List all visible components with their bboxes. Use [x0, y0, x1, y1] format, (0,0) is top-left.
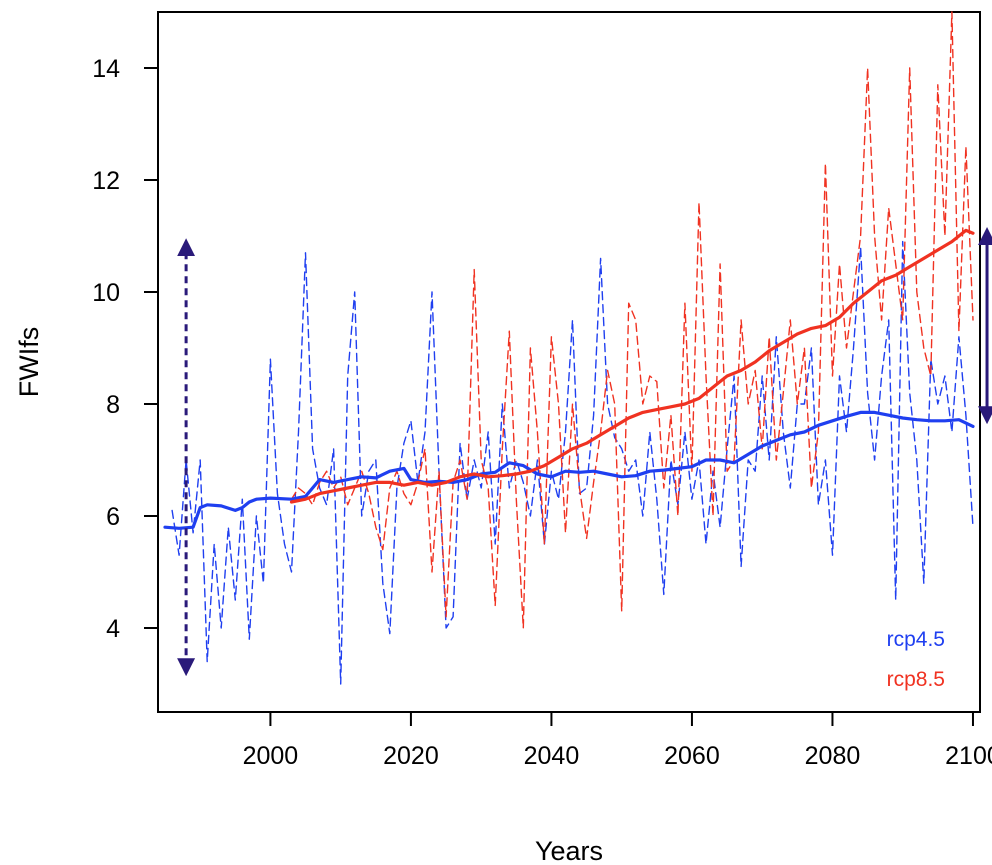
annotation-layer — [177, 227, 992, 677]
y-tick-label: 4 — [106, 615, 120, 643]
legend-label-rcp45: rcp4.5 — [887, 628, 945, 651]
series-line-rcp45-annual — [171, 240, 974, 685]
y-axis: 4 6 8 10 12 14 — [92, 55, 158, 643]
x-axis-title: Years — [535, 836, 603, 865]
series-line-rcp85-smoothed — [289, 228, 975, 504]
y-tick-label: 10 — [92, 279, 120, 307]
plot-area — [157, 11, 981, 713]
series-line-rcp45-smoothed — [163, 410, 975, 530]
legend: rcp4.5 rcp8.5 — [887, 628, 945, 691]
plot-frame — [157, 11, 981, 713]
series-line-rcp85-annual — [290, 11, 974, 629]
x-tick-label: 2000 — [243, 742, 299, 770]
x-tick-label: 2040 — [524, 742, 580, 770]
y-tick-label: 8 — [106, 391, 120, 419]
x-tick-label: 2080 — [805, 742, 861, 770]
y-tick-label: 14 — [92, 55, 120, 83]
y-tick-label: 12 — [92, 167, 120, 195]
legend-label-rcp85: rcp8.5 — [887, 668, 945, 691]
x-tick-label: 2100 — [945, 742, 992, 770]
series-layer — [163, 11, 975, 685]
y-axis-title: FWIfs — [14, 327, 44, 397]
x-tick-label: 2020 — [383, 742, 439, 770]
y-tick-label: 6 — [106, 503, 120, 531]
x-axis: 2000 2020 2040 2060 2080 2100 — [243, 712, 992, 770]
x-tick-label: 2060 — [664, 742, 720, 770]
